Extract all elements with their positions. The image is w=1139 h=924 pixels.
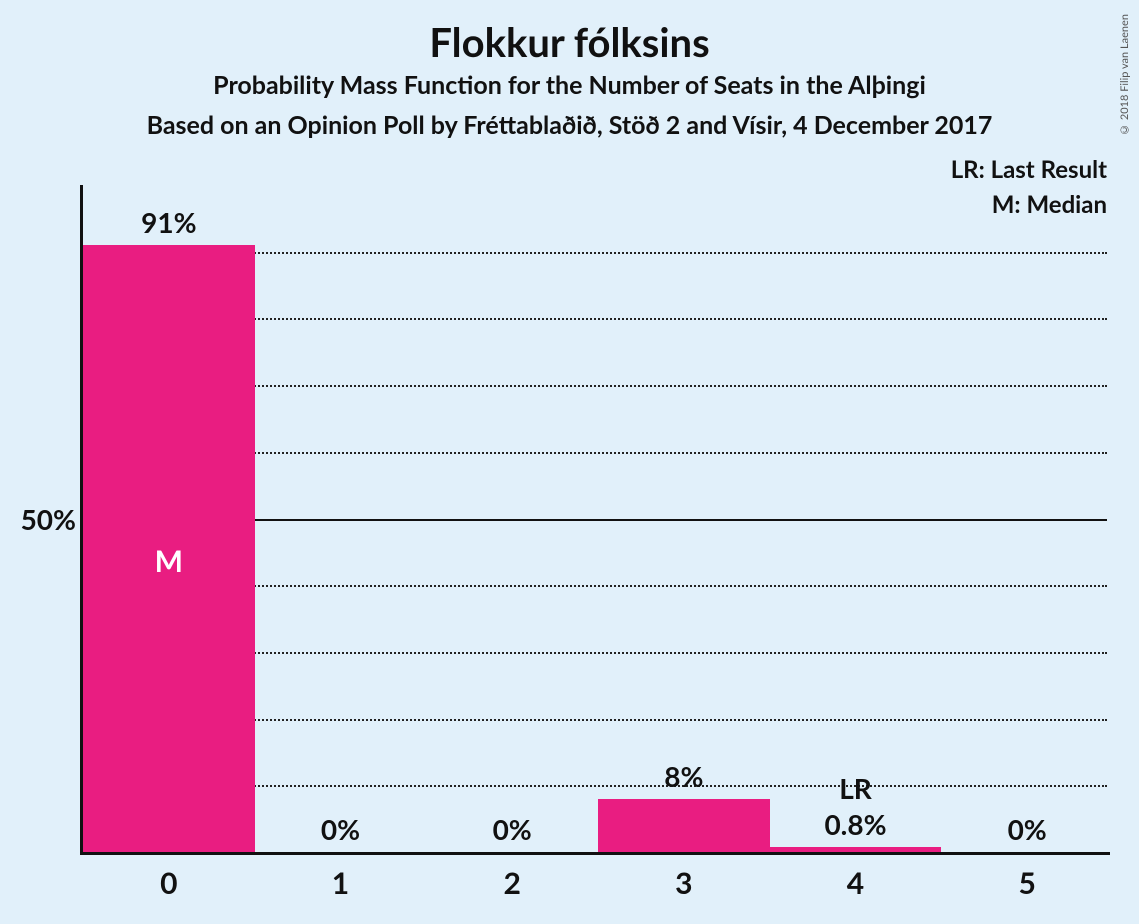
lr-marker: LR [770, 771, 942, 805]
x-tick-label: 5 [941, 865, 1113, 901]
chart-subtitle-2: Based on an Opinion Poll by Fréttablaðið… [0, 110, 1139, 140]
bar [770, 847, 942, 852]
chart-title: Flokkur fólksins [0, 18, 1139, 66]
x-tick-label: 1 [255, 865, 427, 901]
x-tick-label: 3 [598, 865, 770, 901]
bar-value-label: 91% [83, 205, 255, 239]
legend-last-result: LR: Last Result [951, 155, 1107, 184]
bar-value-label: 0% [941, 812, 1113, 846]
x-axis [80, 852, 1110, 855]
x-tick-label: 2 [426, 865, 598, 901]
chart-plot-area: 50% 91%M0%0%8%0.8%LR0% 012345 [80, 185, 1110, 855]
chart-container: Flokkur fólksins Probability Mass Functi… [0, 0, 1139, 924]
bar-value-label: 8% [598, 759, 770, 793]
bars-group: 91%M0%0%8%0.8%LR0% [80, 185, 1110, 852]
bar-value-label: 0% [426, 812, 598, 846]
credit-text: © 2018 Filip van Laenen [1118, 14, 1131, 136]
chart-subtitle: Probability Mass Function for the Number… [0, 70, 1139, 100]
x-tick-label: 0 [83, 865, 255, 901]
median-marker: M [83, 543, 255, 579]
bar-value-label: 0% [255, 812, 427, 846]
bar [598, 799, 770, 852]
x-tick-label: 4 [770, 865, 942, 901]
bar-value-label: 0.8% [770, 807, 942, 841]
y-axis-label: 50% [4, 502, 76, 536]
